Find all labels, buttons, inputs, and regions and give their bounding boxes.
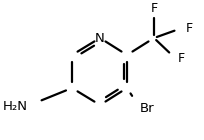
Text: N: N: [95, 32, 105, 45]
Text: H₂N: H₂N: [3, 100, 28, 113]
Text: F: F: [150, 2, 157, 15]
Text: F: F: [186, 22, 193, 34]
Text: Br: Br: [140, 102, 155, 115]
Text: F: F: [178, 52, 185, 65]
